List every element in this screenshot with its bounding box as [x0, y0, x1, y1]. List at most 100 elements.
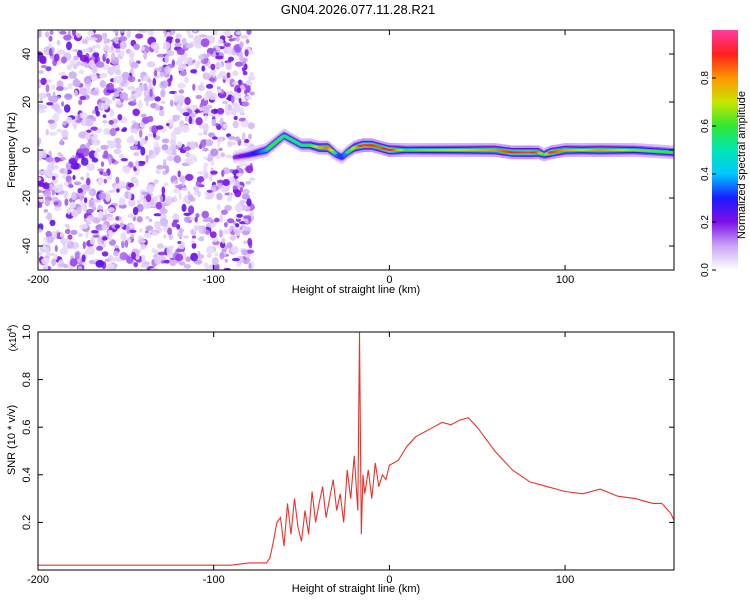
noise-speckle: [236, 172, 243, 177]
noise-speckle: [80, 157, 89, 166]
noise-speckle: [64, 228, 71, 235]
y-tick-label: -40: [21, 238, 33, 254]
noise-speckle: [216, 192, 223, 201]
noise-speckle: [207, 113, 214, 117]
noise-speckle: [119, 41, 127, 50]
noise-speckle: [214, 217, 220, 223]
noise-speckle: [229, 235, 236, 241]
noise-speckle: [97, 177, 105, 184]
noise-speckle: [166, 246, 173, 256]
noise-speckle: [235, 228, 241, 237]
noise-speckle: [244, 96, 253, 100]
noise-speckle: [78, 69, 85, 75]
noise-speckle: [79, 54, 88, 62]
noise-speckle: [139, 123, 146, 129]
noise-speckle: [188, 205, 195, 215]
noise-speckle: [131, 90, 135, 95]
noise-speckle: [216, 74, 224, 79]
noise-speckle: [158, 109, 165, 117]
noise-speckle: [226, 197, 231, 202]
x-tick-label: -200: [27, 274, 49, 286]
noise-speckle: [242, 70, 248, 76]
noise-speckle: [176, 224, 181, 230]
noise-speckle: [124, 239, 129, 248]
figure-title: GN04.2026.077.11.28.R21: [281, 2, 435, 17]
noise-speckle: [56, 80, 64, 88]
noise-speckle: [86, 177, 91, 186]
noise-speckle: [113, 250, 119, 257]
noise-speckle: [193, 30, 197, 33]
noise-speckle: [208, 77, 216, 82]
noise-speckle: [195, 94, 203, 100]
noise-speckle: [103, 178, 108, 184]
noise-speckle: [222, 100, 229, 105]
noise-speckle: [233, 220, 237, 226]
noise-speckle: [141, 191, 150, 196]
noise-speckle: [228, 38, 234, 42]
noise-speckle: [222, 123, 227, 129]
noise-speckle: [121, 240, 125, 249]
spectrogram-noise-region: [38, 30, 256, 270]
noise-speckle: [232, 70, 239, 77]
noise-speckle: [185, 173, 194, 181]
noise-speckle: [58, 72, 66, 76]
noise-speckle: [43, 209, 49, 213]
noise-speckle: [210, 159, 215, 167]
noise-speckle: [118, 197, 126, 206]
snr-frame: [37, 331, 675, 571]
noise-speckle: [38, 30, 42, 38]
noise-speckle: [166, 30, 171, 33]
noise-speckle: [44, 263, 49, 270]
noise-speckle: [92, 45, 96, 50]
noise-speckle: [173, 188, 181, 194]
noise-speckle: [216, 107, 225, 115]
noise-speckle: [176, 103, 183, 112]
noise-speckle: [221, 237, 226, 244]
noise-speckle: [116, 87, 122, 93]
noise-speckle: [210, 63, 216, 71]
noise-speckle: [138, 30, 148, 33]
y-tick-label: 0: [21, 147, 33, 153]
noise-speckle: [140, 243, 146, 250]
noise-speckle: [244, 89, 248, 95]
noise-speckle: [223, 267, 232, 270]
noise-speckle: [247, 122, 255, 130]
noise-speckle: [140, 113, 147, 118]
noise-speckle: [148, 149, 154, 156]
noise-speckle: [169, 144, 177, 150]
noise-speckle: [161, 186, 166, 195]
noise-speckle: [210, 148, 219, 157]
noise-speckle: [235, 31, 242, 35]
noise-speckle: [54, 206, 62, 212]
noise-speckle: [79, 112, 88, 119]
noise-speckle: [71, 191, 77, 201]
noise-speckle: [239, 186, 243, 193]
noise-speckle: [205, 264, 209, 270]
noise-speckle: [178, 228, 184, 233]
noise-speckle: [72, 175, 76, 180]
x-tick-label: -100: [203, 574, 225, 586]
noise-speckle: [174, 92, 179, 101]
noise-speckle: [127, 191, 132, 200]
noise-speckle: [220, 152, 225, 158]
noise-speckle: [226, 30, 231, 37]
noise-speckle: [241, 193, 251, 200]
noise-speckle: [120, 232, 127, 240]
noise-speckle: [174, 180, 179, 184]
noise-speckle: [154, 220, 161, 230]
noise-speckle: [205, 217, 213, 220]
noise-speckle: [102, 236, 108, 241]
noise-speckle: [115, 176, 120, 184]
noise-speckle: [38, 137, 41, 147]
noise-speckle: [74, 251, 80, 260]
y-tick-label: 20: [21, 96, 33, 108]
noise-speckle: [164, 66, 172, 74]
noise-speckle: [76, 60, 81, 67]
noise-speckle: [203, 94, 208, 101]
noise-speckle: [204, 195, 214, 200]
noise-speckle: [90, 89, 99, 96]
noise-speckle: [113, 148, 122, 155]
noise-speckle: [211, 118, 217, 127]
noise-speckle: [86, 246, 95, 255]
x-tick-label: 0: [386, 574, 392, 586]
